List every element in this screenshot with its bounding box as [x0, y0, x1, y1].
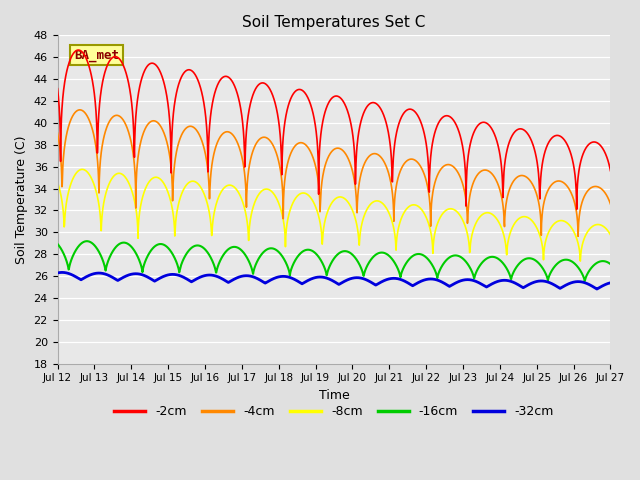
- X-axis label: Time: Time: [319, 389, 349, 402]
- Y-axis label: Soil Temperature (C): Soil Temperature (C): [15, 135, 28, 264]
- Title: Soil Temperatures Set C: Soil Temperatures Set C: [243, 15, 426, 30]
- Legend: -2cm, -4cm, -8cm, -16cm, -32cm: -2cm, -4cm, -8cm, -16cm, -32cm: [109, 400, 559, 423]
- Text: BA_met: BA_met: [74, 48, 119, 61]
